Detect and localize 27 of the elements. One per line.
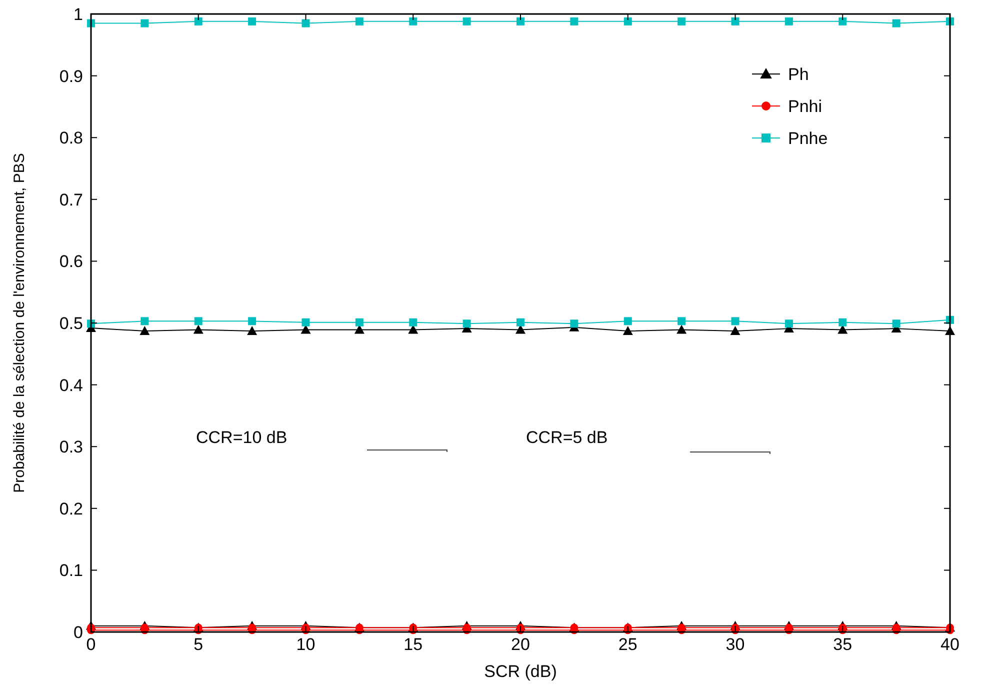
x-tick-label: 30	[726, 635, 745, 654]
x-tick-label: 5	[194, 635, 204, 654]
y-tick-label: 1	[74, 5, 83, 24]
y-tick-label: 0.2	[59, 499, 83, 518]
x-tick-label: 40	[940, 635, 960, 654]
y-tick-label: 0.4	[59, 376, 83, 395]
x-tick-label: 20	[511, 635, 530, 654]
legend-label: Pnhe	[788, 129, 828, 148]
x-tick-label: 35	[833, 635, 852, 654]
y-tick-label: 0.1	[59, 561, 83, 580]
x-tick-label: 0	[86, 635, 96, 654]
x-tick-label: 25	[618, 635, 638, 654]
y-tick-label: 0.6	[59, 252, 83, 272]
annotation: CCR=5 dB	[526, 428, 608, 447]
y-tick-label: 0	[74, 623, 83, 642]
x-axis-title: SCR (dB)	[484, 662, 557, 681]
annotation: CCR=10 dB	[196, 428, 288, 447]
y-axis-title: Probabilité de la sélection de l'environnement, PBS	[11, 153, 28, 493]
y-tick-label: 0.5	[59, 314, 83, 333]
y-tick-label: 0.8	[59, 128, 83, 148]
y-tick-label: 0.9	[59, 66, 83, 86]
legend-label: Pnhi	[788, 97, 822, 116]
x-tick-label: 10	[296, 635, 316, 654]
y-tick-label: 0.7	[59, 190, 83, 210]
x-tick-label: 15	[404, 635, 423, 654]
legend-label: Ph	[788, 65, 809, 84]
y-tick-label: 0.3	[59, 438, 83, 457]
